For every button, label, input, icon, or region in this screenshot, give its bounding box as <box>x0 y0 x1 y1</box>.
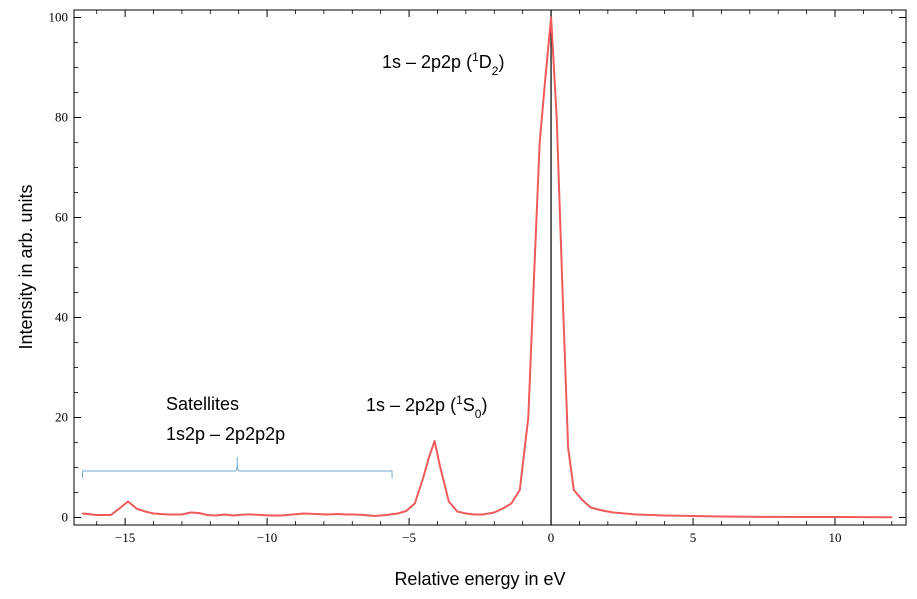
data-point <box>189 511 192 514</box>
data-point <box>354 513 356 516</box>
data-point <box>465 512 467 515</box>
y-tick-label: 0 <box>62 510 69 525</box>
data-point <box>805 516 808 518</box>
data-point <box>749 515 751 518</box>
data-point <box>303 512 305 515</box>
data-point <box>635 513 638 516</box>
y-tick-label: 100 <box>49 10 69 25</box>
data-point <box>127 500 129 503</box>
data-point <box>561 286 564 289</box>
data-point <box>555 116 558 119</box>
data-point <box>720 515 723 518</box>
data-point <box>206 514 209 516</box>
data-point <box>538 141 541 144</box>
x-tick-label: −5 <box>402 530 416 545</box>
data-point <box>144 510 146 513</box>
data-point <box>581 499 584 501</box>
series-line <box>82 16 892 519</box>
data-point <box>663 514 666 517</box>
ticks-layer <box>74 10 906 525</box>
data-point <box>325 513 328 516</box>
data-point <box>280 514 283 517</box>
annotation-satellites-config: 1s2p – 2p2p2p <box>166 424 285 444</box>
x-tick-label: 10 <box>829 530 842 545</box>
data-point <box>510 502 513 505</box>
data-point <box>135 507 138 510</box>
data-points <box>81 16 893 519</box>
data-point <box>166 513 169 516</box>
data-point <box>118 507 121 510</box>
data-point <box>456 510 459 513</box>
data-point <box>624 512 626 515</box>
data-point <box>252 513 254 516</box>
data-point <box>81 512 84 515</box>
data-point <box>396 512 399 515</box>
y-tick-label: 20 <box>55 410 68 425</box>
data-point <box>215 514 217 517</box>
data-point <box>374 515 376 517</box>
data-point <box>428 456 430 459</box>
data-point <box>567 446 569 449</box>
x-tick-label: 5 <box>690 530 697 545</box>
data-point <box>493 511 496 514</box>
data-point <box>152 512 155 515</box>
data-point <box>243 513 246 516</box>
annotation-1d2: 1s – 2p2p (1D2) <box>382 50 504 78</box>
data-point <box>834 516 836 518</box>
data-point <box>362 514 365 516</box>
data-point <box>572 489 575 491</box>
satellites-bracket <box>82 457 393 478</box>
data-point <box>527 416 530 419</box>
data-point <box>433 440 436 442</box>
data-point <box>482 513 484 516</box>
data-point <box>612 511 615 514</box>
data-point <box>181 513 183 516</box>
annotation-satellites: Satellites <box>166 394 239 414</box>
data-point <box>519 489 521 491</box>
data-point <box>590 506 592 509</box>
x-axis-title: Relative energy in eV <box>394 569 565 589</box>
data-point <box>439 466 442 469</box>
plot-frame <box>73 9 907 526</box>
data-point <box>337 513 339 515</box>
data-point <box>501 507 504 510</box>
data-point <box>314 513 317 515</box>
data-point <box>95 514 98 516</box>
data-point <box>110 514 112 516</box>
data-point <box>291 513 294 516</box>
x-tick-label: −10 <box>257 530 277 545</box>
data-point <box>862 516 865 518</box>
data-point <box>405 510 408 512</box>
data-point <box>533 276 535 279</box>
data-point <box>777 516 780 518</box>
data-point <box>223 513 226 516</box>
data-point <box>422 476 425 479</box>
data-point <box>232 514 234 517</box>
data-point <box>448 500 450 503</box>
data-point <box>649 514 652 516</box>
y-axis-title: Intensity in arb. units <box>16 184 36 349</box>
data-point <box>385 514 388 516</box>
data-point <box>198 512 200 514</box>
data-point <box>891 516 893 519</box>
y-tick-label: 80 <box>55 110 68 125</box>
data-point <box>345 513 348 516</box>
data-point <box>473 513 476 516</box>
data-point <box>269 514 271 517</box>
data-point <box>260 514 263 516</box>
data-point <box>692 515 694 517</box>
data-point <box>544 76 547 79</box>
data-point <box>413 502 416 505</box>
x-tick-label: 0 <box>548 530 555 545</box>
y-tick-label: 40 <box>55 310 68 325</box>
y-tick-label: 60 <box>55 210 68 225</box>
x-tick-label: −15 <box>115 530 135 545</box>
data-point <box>601 509 603 512</box>
annotation-1s0: 1s – 2p2p (1S0) <box>366 393 487 421</box>
data-point <box>550 16 552 19</box>
